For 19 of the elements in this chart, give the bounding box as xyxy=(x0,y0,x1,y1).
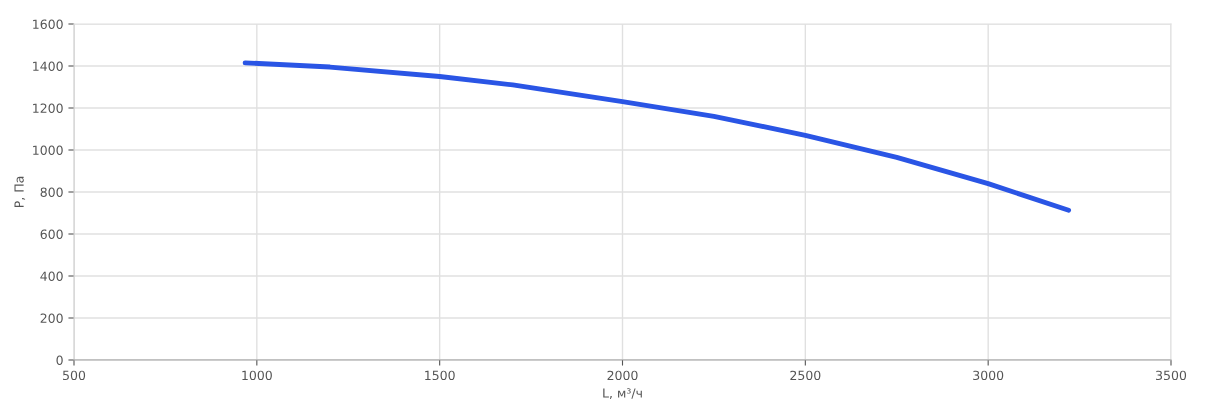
y-tick-label: 600 xyxy=(40,229,63,239)
y-tick-label: 800 xyxy=(40,187,63,197)
y-tick-label: 1600 xyxy=(33,19,63,29)
y-tick-label: 1200 xyxy=(33,103,63,113)
line-series xyxy=(242,60,1072,213)
y-tick-label: 200 xyxy=(40,313,63,323)
y-tick-label: 0 xyxy=(56,355,63,365)
x-tick-label: 3000 xyxy=(973,370,1004,381)
x-tick-label: 2000 xyxy=(607,370,638,381)
x-axis-title: L, м³/ч xyxy=(603,388,642,400)
x-tick-label: 500 xyxy=(63,370,86,381)
y-tick-label: 1000 xyxy=(33,145,63,155)
y-axis-title: P, Па xyxy=(14,176,26,208)
x-tick-label: 1000 xyxy=(242,370,272,381)
x-tick-label: 1500 xyxy=(425,370,455,381)
x-tick-label: 2500 xyxy=(790,370,821,381)
y-tick-label: 1400 xyxy=(33,61,63,71)
x-tick-label: 3500 xyxy=(1156,370,1187,381)
y-tick-label: 400 xyxy=(40,271,63,281)
